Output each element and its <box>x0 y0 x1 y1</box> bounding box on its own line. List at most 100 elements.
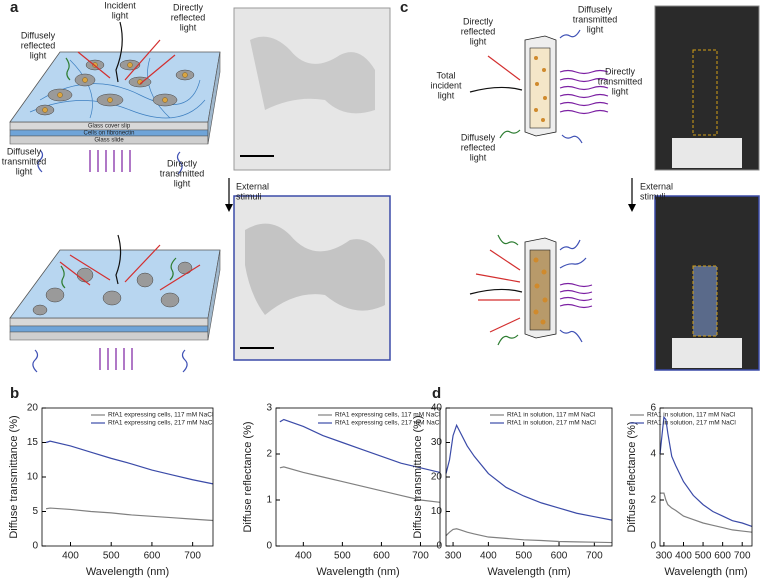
slab-bottom <box>9 249 221 341</box>
label: Diffusely <box>7 146 42 156</box>
label: light <box>438 90 455 100</box>
y-tick-label: 30 <box>431 437 443 448</box>
y-tick-label: 0 <box>650 541 656 552</box>
label: transmitted <box>2 156 47 166</box>
label: light <box>112 10 129 20</box>
light-arrows-a-bottom <box>32 234 201 373</box>
x-tick-label: 700 <box>734 551 751 562</box>
label: light <box>587 24 604 34</box>
series-line <box>660 492 753 533</box>
sample-outline <box>692 265 718 337</box>
plot-frame <box>659 407 753 547</box>
y-tick-label: 2 <box>266 449 272 460</box>
x-tick-label: 400 <box>295 551 312 562</box>
label: light <box>30 50 47 60</box>
cuvette-top <box>524 35 557 137</box>
plot-frame <box>41 407 214 547</box>
series-line <box>45 440 214 485</box>
label: reflected <box>461 26 496 36</box>
label: Diffusely <box>578 4 613 14</box>
x-tick-label: 500 <box>695 551 712 562</box>
y-tick-label: 20 <box>431 472 443 483</box>
series-line <box>279 466 441 503</box>
light-arrows-c-top <box>469 29 609 144</box>
x-tick-label: 500 <box>103 551 120 562</box>
series-line <box>445 423 613 521</box>
y-tick-label: 15 <box>27 437 39 448</box>
label: External <box>236 181 269 191</box>
series-line <box>445 528 613 544</box>
x-tick-label: 500 <box>334 551 351 562</box>
y-tick-label: 4 <box>650 449 656 460</box>
label: light <box>470 36 487 46</box>
layer-label: Glass slide <box>94 138 124 144</box>
cell-cluster <box>250 36 375 114</box>
label: Directly <box>463 16 494 26</box>
x-tick-label: 400 <box>675 551 692 562</box>
y-tick-label: 10 <box>27 472 39 483</box>
x-tick-label: 600 <box>373 551 390 562</box>
label: reflected <box>461 142 496 152</box>
label: transmitted <box>573 14 618 24</box>
layer-label: Glass cover slip <box>88 124 131 130</box>
label: Directly <box>605 66 636 76</box>
x-tick-label: 300 <box>445 551 462 562</box>
label: Incident <box>104 0 136 10</box>
y-axis-title: Diffuse transmittance (%) <box>412 415 424 538</box>
x-tick-label: 400 <box>480 551 497 562</box>
legend-label: RfA1 expressing cells, 117 mM NaCl <box>335 412 441 419</box>
label: incident <box>430 80 462 90</box>
y-tick-label: 0 <box>266 541 272 552</box>
y-axis-title: Diffuse reflectance (%) <box>626 421 638 532</box>
series-line <box>279 418 441 473</box>
label: light <box>16 166 33 176</box>
x-axis-title: Wavelength (nm) <box>316 566 399 578</box>
cuvette-base <box>672 338 742 368</box>
y-tick-label: 20 <box>27 403 39 414</box>
label: Diffusely <box>21 30 56 40</box>
x-tick-label: 600 <box>551 551 568 562</box>
x-tick-label: 600 <box>714 551 731 562</box>
legend-label: RfA1 expressing cells, 217 mM NaCl <box>335 420 441 427</box>
arrow-head <box>225 204 233 212</box>
chart: 0 2 4 6 300 400 500 600 700 Wavelength (nm) Diffus… <box>626 403 753 578</box>
series-line <box>45 507 214 522</box>
y-tick-label: 40 <box>431 403 443 414</box>
label: light <box>612 86 629 96</box>
label: External <box>640 181 673 191</box>
arrow-head <box>628 204 636 212</box>
legend-label: RfA1 in solution, 117 mM NaCl <box>647 412 736 419</box>
x-tick-label: 300 <box>656 551 673 562</box>
y-tick-label: 5 <box>32 506 38 517</box>
panel-letter: c <box>400 0 408 16</box>
label: reflected <box>21 40 56 50</box>
x-tick-label: 500 <box>515 551 532 562</box>
chart: 0 5 10 15 20 400 500 600 700 Wavelength (nm) Diffu… <box>8 403 214 578</box>
label: transmitted <box>598 76 643 86</box>
legend-label: RfA1 in solution, 117 mM NaCl <box>507 412 596 419</box>
label: Diffusely <box>461 132 496 142</box>
x-axis-title: Wavelength (nm) <box>664 566 747 578</box>
light-arrows-c-bottom <box>469 234 593 346</box>
cuvette-bottom <box>524 237 557 339</box>
panel-letter: b <box>10 385 19 402</box>
y-axis-title: Diffuse reflectance (%) <box>242 421 254 532</box>
label: stimuli <box>236 191 262 201</box>
legend-label: RfA1 in solution, 217 mM NaCl <box>507 420 596 427</box>
x-tick-label: 700 <box>184 551 201 562</box>
y-tick-label: 2 <box>650 495 656 506</box>
sample-outline <box>692 49 718 136</box>
x-tick-label: 400 <box>62 551 79 562</box>
label: light <box>470 152 487 162</box>
legend-label: RfA1 expressing cells, 217 mM NaCl <box>108 420 214 427</box>
x-tick-label: 600 <box>144 551 161 562</box>
y-tick-label: 10 <box>431 506 443 517</box>
legend-label: RfA1 in solution, 217 mM NaCl <box>647 420 736 427</box>
slab-top <box>9 51 221 145</box>
x-axis-title: Wavelength (nm) <box>86 566 169 578</box>
y-axis-title: Diffuse transmittance (%) <box>8 415 20 538</box>
y-tick-label: 0 <box>436 541 442 552</box>
label: Directly <box>173 2 204 12</box>
chart: 0 10 20 30 40 300 400 500 600 700 Wavelength (nm) D… <box>412 403 613 578</box>
cell-cluster <box>245 223 385 315</box>
